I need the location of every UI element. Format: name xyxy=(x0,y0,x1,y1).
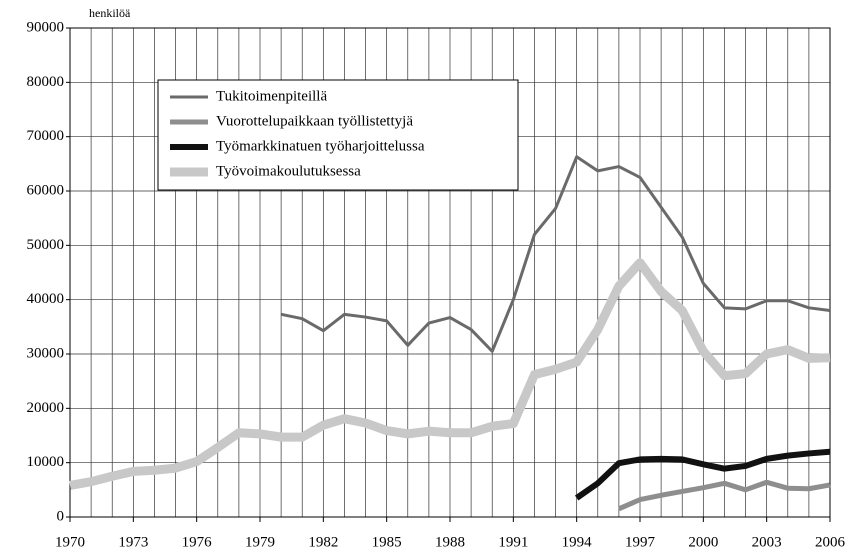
y-tick-label: 40000 xyxy=(27,291,65,307)
y-tick-label: 20000 xyxy=(27,400,65,416)
y-tick-label: 90000 xyxy=(27,19,65,35)
y-tick-label: 80000 xyxy=(27,74,65,90)
y-tick-label: 50000 xyxy=(27,237,65,253)
x-tick-label: 1979 xyxy=(245,534,275,550)
plot-frame xyxy=(69,27,831,518)
series-line xyxy=(69,258,831,490)
y-tick-label: 70000 xyxy=(27,128,65,144)
x-tick-label: 1997 xyxy=(625,534,656,550)
x-tick-label: 1970 xyxy=(55,534,85,550)
x-tick-label: 2000 xyxy=(688,534,718,550)
y-tick-label: 0 xyxy=(57,508,65,524)
x-tick-label: 2003 xyxy=(752,534,782,550)
legend-label: Vuorottelupaikkaan työllistettyjä xyxy=(216,113,413,129)
x-tick-label: 1982 xyxy=(308,534,338,550)
series-line xyxy=(574,448,831,501)
x-tick-label: 1985 xyxy=(372,534,402,550)
x-tick-label: 1991 xyxy=(498,534,528,550)
legend-label: Tukitoimenpiteillä xyxy=(216,88,327,104)
x-tick-label: 1988 xyxy=(435,534,465,550)
series-line xyxy=(617,479,831,512)
x-tick-label: 2006 xyxy=(815,534,846,550)
y-tick-label: 10000 xyxy=(27,454,65,470)
y-tick-label: 60000 xyxy=(27,182,65,198)
series-line xyxy=(280,155,831,353)
y-tick-label: 30000 xyxy=(27,345,65,361)
x-tick-label: 1973 xyxy=(118,534,148,550)
legend-label: Työmarkkinatuen työharjoittelussa xyxy=(216,138,425,154)
legend-box xyxy=(157,79,519,191)
x-tick-label: 1994 xyxy=(562,534,593,550)
legend-label: Työvoimakoulutuksessa xyxy=(216,163,361,179)
y-axis-label: henkilöä xyxy=(89,6,131,20)
x-tick-label: 1976 xyxy=(182,534,213,550)
